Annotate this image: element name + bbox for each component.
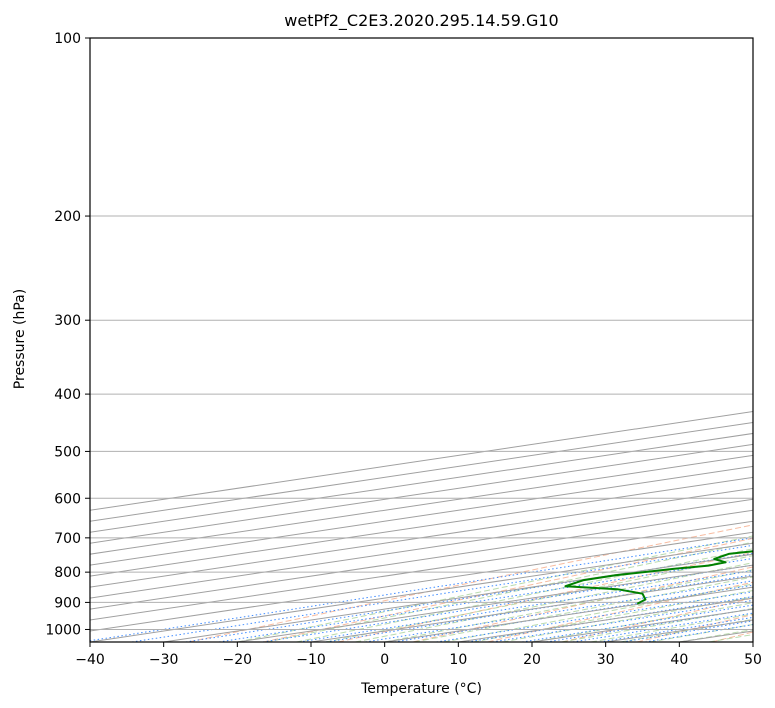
moist-adiabat-line [237,535,753,642]
moist-adiabat-line [649,623,753,642]
isotherm-line [90,542,753,642]
mixing-ratio-line [436,591,753,642]
x-tick-label: 10 [449,652,467,668]
x-tick-label: 50 [744,652,762,668]
isotherm-line [90,454,753,555]
y-tick-label: 700 [54,531,81,547]
y-tick-label: 800 [54,565,81,581]
isotherm-line [90,531,753,632]
moist-adiabat-line [266,541,753,642]
x-tick-label: 0 [380,652,389,668]
isotherm-line [90,509,753,610]
y-axis: 100 200 300 400 500 600 700 800 900 1000 [45,31,90,638]
x-tick-label: −40 [75,652,105,668]
isotherm-line [90,432,753,533]
chart-title: wetPf2_C2E3.2020.295.14.59.G10 [284,11,558,31]
x-axis: −40 −30 −20 −10 0 10 20 30 40 50 [75,642,762,668]
moist-adiabat-line [414,576,753,642]
data-series [564,38,775,605]
background-lines [90,410,753,642]
isotherm-line [90,443,753,544]
x-tick-label: −20 [223,652,253,668]
dry-adiabat-line [263,537,753,642]
isotherm-line [90,498,753,599]
isotherm-line [752,641,753,642]
dry-adiabat-line [188,524,753,642]
moist-adiabat-line [296,548,753,642]
moist-adiabat-line [679,629,753,642]
plot-frame [89,37,754,643]
mixing-ratio-line [185,552,753,642]
isotherm-line [90,465,753,566]
x-axis-label: Temperature (°C) [360,681,482,697]
x-tick-label: −10 [296,652,326,668]
dry-adiabat-line [636,614,753,642]
dry-adiabat-line [412,566,753,642]
y-tick-label: 100 [54,31,81,47]
temperature-line [770,38,775,605]
isotherm-line [679,630,753,642]
moist-adiabat-line [355,562,753,642]
x-tick-label: 30 [597,652,615,668]
isotherm-line [237,564,753,642]
mixing-ratio-line [365,580,753,642]
y-tick-label: 1000 [45,622,81,638]
isotherm-line [90,476,753,577]
isotherm-line [90,410,753,511]
isotherm-line [384,586,753,642]
y-tick-label: 900 [54,595,81,611]
y-tick-label: 600 [54,491,81,507]
mixing-ratio-line [522,604,753,642]
moist-adiabat-line [443,583,753,642]
moist-adiabat-line [384,569,753,642]
dry-adiabat-line [487,581,753,642]
y-tick-label: 200 [54,209,81,225]
isotherm-line [310,575,753,642]
x-tick-label: −30 [149,652,179,668]
isotherm-line [458,597,753,642]
y-tick-label: 300 [54,313,81,329]
isotherm-line [90,421,753,522]
pressure-gridlines [90,38,753,630]
moist-adiabat-line [502,596,753,642]
dewpoint-line [564,550,753,605]
x-tick-label: 40 [670,652,688,668]
isotherm-line [90,520,753,621]
y-axis-label: Pressure (hPa) [12,289,28,389]
y-tick-label: 500 [54,444,81,460]
mixing-ratio-line [262,564,753,642]
isotherm-line [90,487,753,588]
mixing-ratio-line [622,620,753,642]
y-tick-label: 400 [54,387,81,403]
x-tick-label: 20 [523,652,541,668]
